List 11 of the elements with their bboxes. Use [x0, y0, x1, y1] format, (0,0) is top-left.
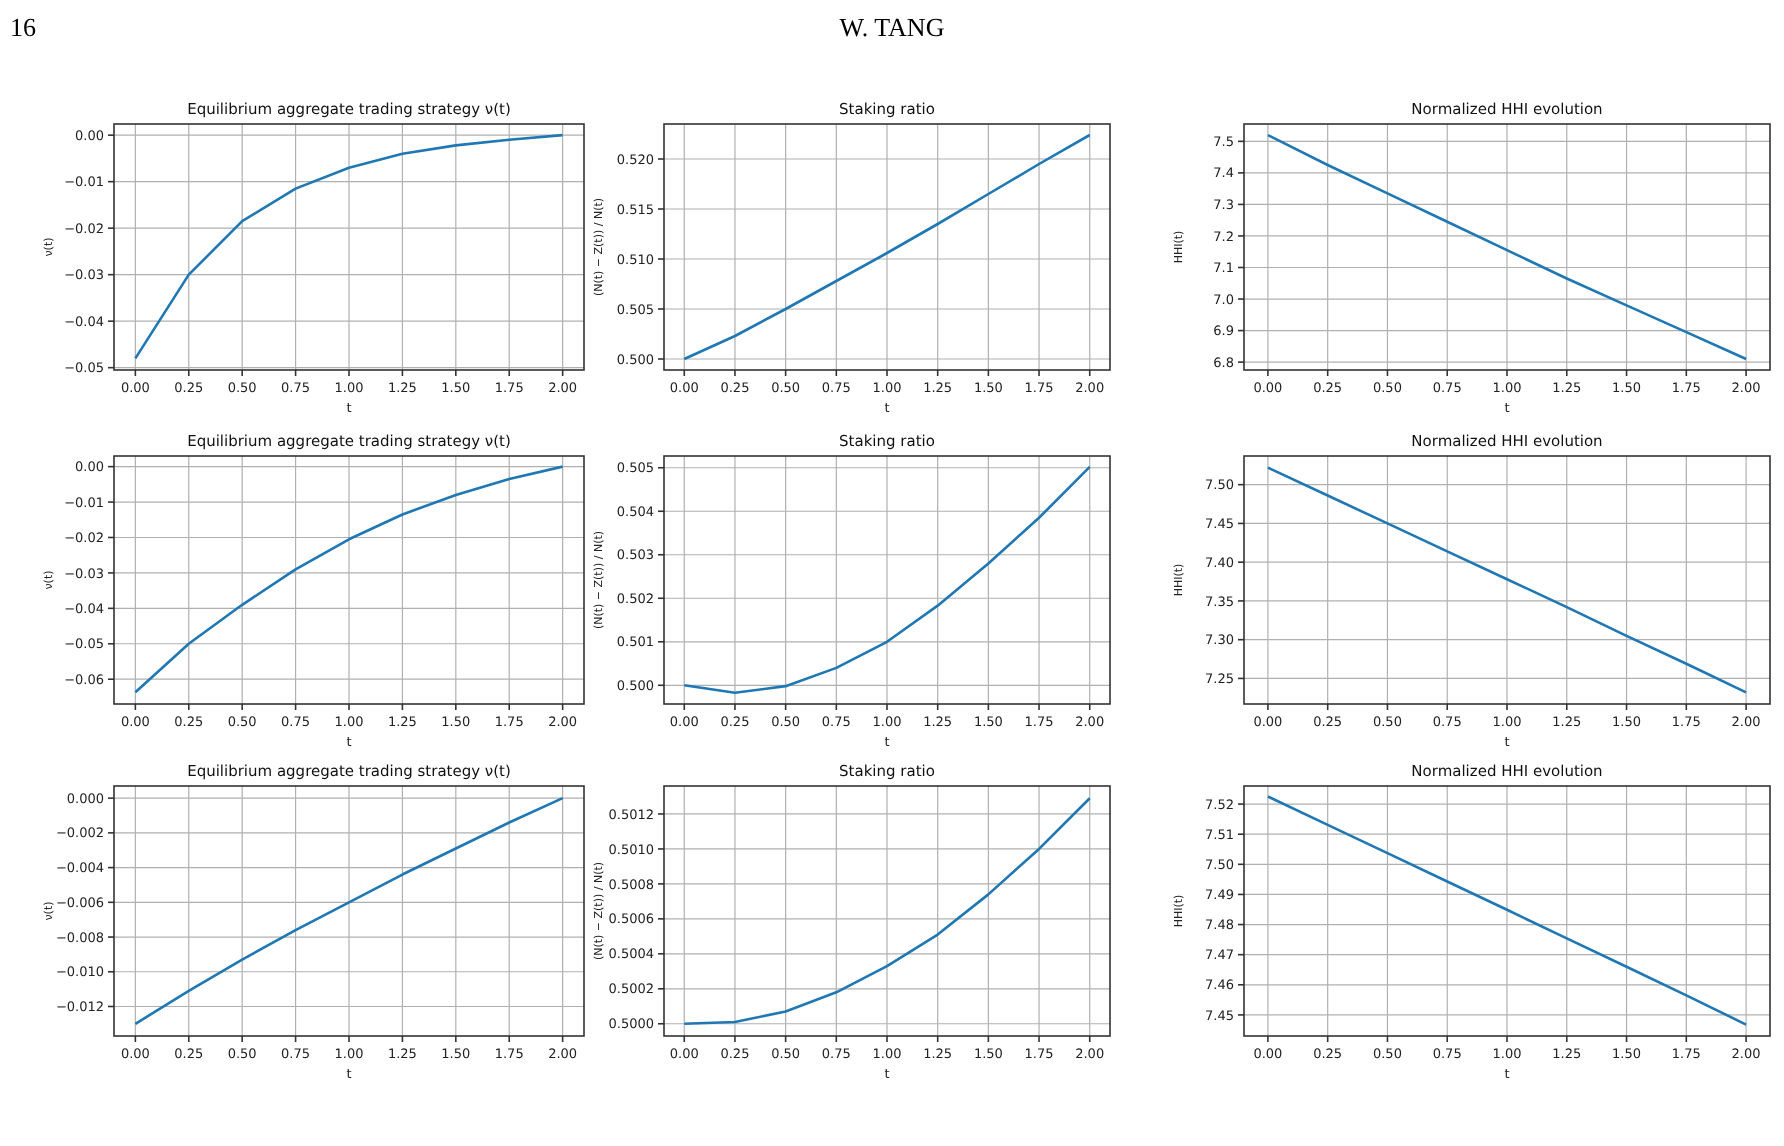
text: W. TANG	[839, 12, 945, 42]
line-series	[682, 796, 1092, 1026]
line-series	[682, 133, 1092, 361]
line-series	[134, 133, 564, 360]
text: 16	[10, 12, 37, 42]
line-series	[682, 465, 1092, 694]
line-series	[1266, 466, 1748, 694]
line-series	[1266, 133, 1748, 361]
line-series	[134, 796, 564, 1026]
line-series	[1266, 795, 1748, 1026]
line-series	[134, 465, 564, 694]
